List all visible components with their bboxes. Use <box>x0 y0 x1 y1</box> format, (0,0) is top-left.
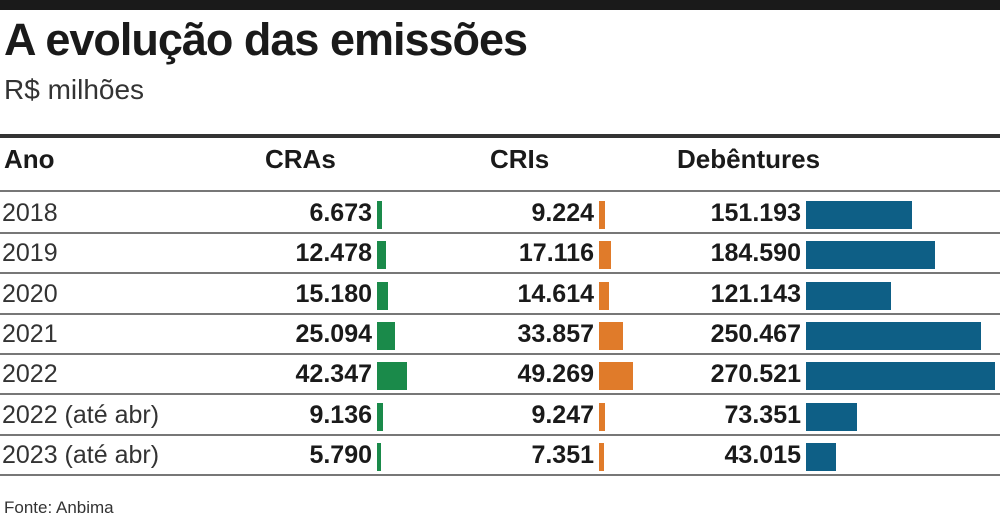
table-row: 2023 (até abr) 5.790 7.351 43.015 <box>0 436 1000 476</box>
year-label: 2020 <box>2 279 58 308</box>
table-row: 2021 25.094 33.857 250.467 <box>0 315 1000 355</box>
deb-value: 250.467 <box>710 319 801 348</box>
row-separator <box>0 352 1000 355</box>
header-debentures: Debêntures <box>677 144 821 174</box>
cris-value: 14.614 <box>517 279 594 308</box>
chart-subtitle: R$ milhões <box>4 74 145 105</box>
row-separator <box>0 312 1000 315</box>
deb-value: 43.015 <box>724 440 801 469</box>
deb-bar <box>806 201 912 229</box>
deb-bar <box>806 321 981 350</box>
row-separator <box>0 473 1000 476</box>
cris-value: 17.116 <box>518 239 594 268</box>
cris-bar <box>599 281 610 310</box>
top-bar <box>0 0 1000 10</box>
deb-value: 73.351 <box>724 400 801 429</box>
deb-bar <box>806 402 858 431</box>
cris-bar <box>599 201 606 229</box>
deb-bar <box>806 442 837 471</box>
row-separator <box>0 393 1000 396</box>
header-ano: Ano <box>4 144 55 174</box>
deb-bar <box>806 362 995 391</box>
deb-value: 151.193 <box>710 199 801 227</box>
year-label: 2019 <box>2 239 58 268</box>
cras-value: 6.673 <box>309 199 372 227</box>
cris-value: 7.351 <box>531 440 594 469</box>
cris-bar <box>599 241 611 270</box>
cras-value: 5.790 <box>309 440 372 469</box>
table-row: 2018 6.673 9.224 151.193 <box>0 194 1000 234</box>
cras-bar <box>377 402 384 431</box>
row-separator <box>0 272 1000 275</box>
table-row: 2019 12.478 17.116 184.590 <box>0 234 1000 275</box>
table-row: 2022 42.347 49.269 270.521 <box>0 355 1000 396</box>
year-label: 2018 <box>2 199 58 227</box>
cras-value: 15.180 <box>295 279 372 308</box>
cras-value: 12.478 <box>295 239 372 268</box>
deb-bar <box>806 281 891 310</box>
cris-bar <box>599 442 605 471</box>
cris-bar <box>599 402 606 431</box>
cras-bar <box>377 321 395 350</box>
deb-value: 270.521 <box>710 360 801 389</box>
cris-value: 49.269 <box>517 360 594 389</box>
cras-bar <box>377 281 388 310</box>
cris-value: 33.857 <box>517 319 594 348</box>
year-label: 2021 <box>2 319 58 348</box>
cras-value: 25.094 <box>295 319 372 348</box>
deb-value: 184.590 <box>710 239 801 268</box>
chart-title: A evolução das emissões <box>4 14 528 65</box>
cras-bar <box>377 201 382 229</box>
header-separator <box>0 190 1000 192</box>
header-rule <box>0 134 1000 138</box>
cras-bar <box>377 241 386 270</box>
year-label: 2022 (até abr) <box>2 400 160 429</box>
table-row: 2020 15.180 14.614 121.143 <box>0 275 1000 315</box>
header-cris: CRIs <box>490 144 550 174</box>
year-label: 2022 <box>2 360 58 389</box>
cras-bar <box>377 362 407 391</box>
cris-bar <box>599 362 634 391</box>
cras-value: 42.347 <box>295 360 372 389</box>
row-separator <box>0 433 1000 436</box>
header-cras: CRAs <box>265 144 336 174</box>
cras-value: 9.136 <box>309 400 372 429</box>
table-row: 2022 (até abr) 9.136 9.247 73.351 <box>0 396 1000 436</box>
year-label: 2023 (até abr) <box>2 440 160 469</box>
deb-value: 121.143 <box>710 279 801 308</box>
cris-bar <box>599 321 623 350</box>
cras-bar <box>377 442 382 471</box>
cris-value: 9.247 <box>531 400 594 429</box>
deb-bar <box>806 241 935 270</box>
row-separator <box>0 232 1000 234</box>
cris-value: 9.224 <box>531 199 594 227</box>
source-note: Fonte: Anbima <box>4 498 114 517</box>
